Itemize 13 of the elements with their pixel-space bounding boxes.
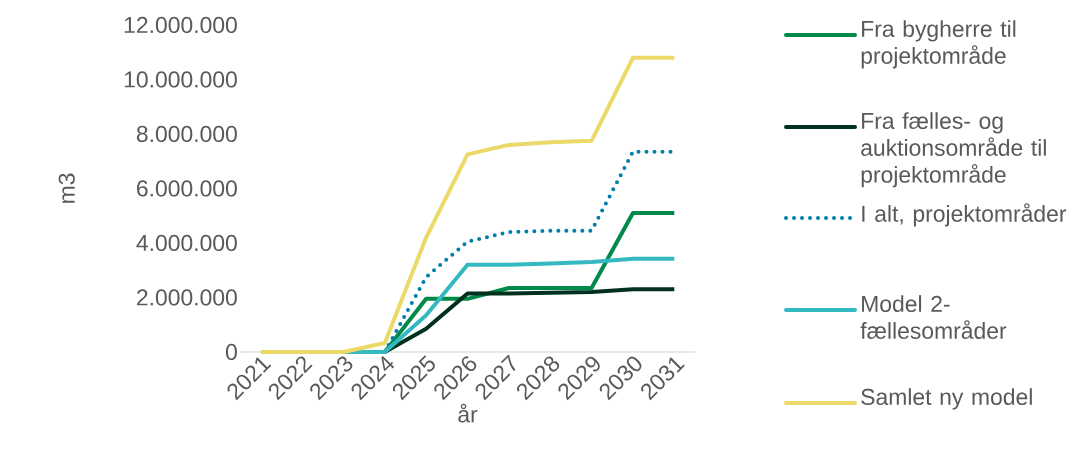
legend-label: Fra bygherre til projektområde — [861, 20, 1016, 69]
legend-label: I alt, projektområder — [862, 203, 1067, 227]
y-tick-label: 10.000.000 — [124, 71, 237, 88]
legend-label: Model 2- fællesområder — [860, 295, 1007, 339]
y-tick-label: 6.000.000 — [137, 180, 237, 197]
x-axis-title: år — [458, 403, 478, 423]
legend-label: Samlet ny model — [861, 388, 1032, 410]
legend-label: Fra fælles- og auktionsområde til projektområde — [861, 112, 1046, 188]
y-tick-label: 12.000.000 — [124, 16, 237, 34]
y-tick-label: 2.000.000 — [137, 289, 237, 306]
y-tick-label: 8.000.000 — [136, 125, 237, 143]
y-tick-label: 4.000.000 — [136, 234, 237, 252]
y-axis-title: m3 — [58, 173, 75, 203]
